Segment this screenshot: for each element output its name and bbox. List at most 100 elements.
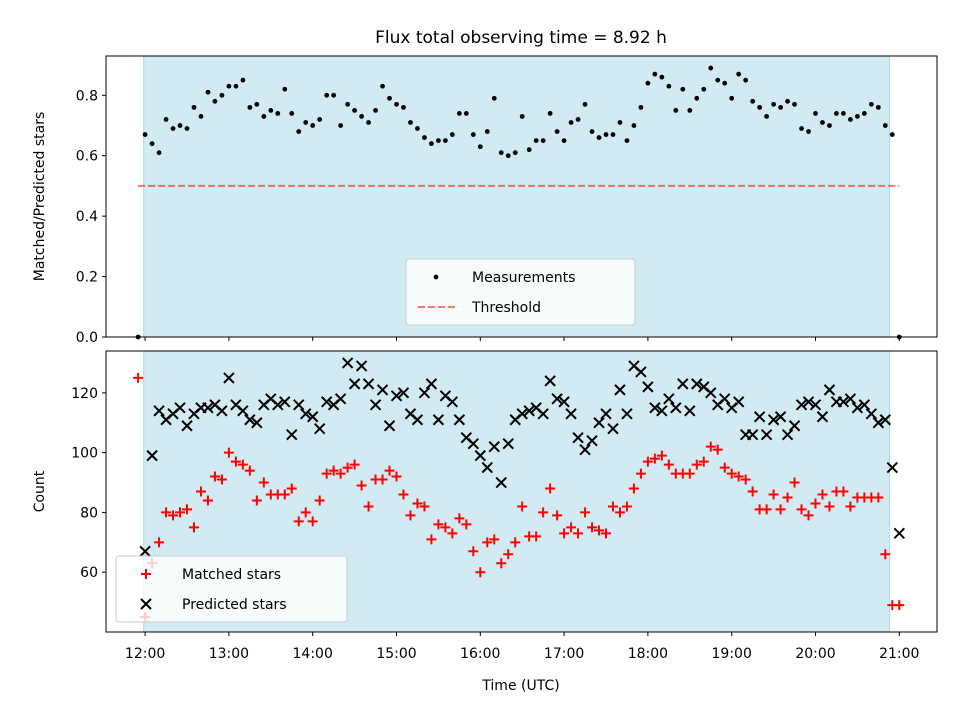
matched-star-point [517, 501, 528, 512]
predicted-star-point [795, 399, 808, 411]
measurement-point [422, 135, 427, 140]
matched-star-point [328, 465, 339, 476]
x-axis-label: Time (UTC) [481, 678, 559, 694]
measurement-point [401, 104, 406, 110]
predicted-star-point [760, 428, 773, 441]
matched-star-point [642, 456, 653, 467]
predicted-star-point [446, 396, 459, 408]
measurement-point [743, 77, 749, 83]
matched-star-point [384, 465, 395, 476]
measurement-point [212, 98, 218, 104]
predicted-star-point [802, 396, 815, 408]
predicted-star-point [879, 414, 892, 426]
measurement-point [841, 111, 846, 116]
predicted-star-point [600, 408, 612, 420]
predicted-star-point [579, 443, 591, 456]
predicted-star-point [341, 357, 354, 369]
measurement-point [848, 117, 853, 122]
measurement-point [561, 138, 567, 144]
plot-frame [105, 350, 938, 633]
measurement-point [820, 120, 825, 125]
matched-star-point [133, 372, 144, 383]
predicted-star-point [816, 411, 829, 423]
matched-star-point [782, 492, 793, 503]
predicted-star-point [397, 387, 410, 399]
series-measurements [135, 65, 902, 340]
measurement-point [233, 83, 239, 89]
predicted-star-point [425, 378, 438, 390]
predicted-star-point [369, 399, 382, 411]
matched-star-point [803, 510, 814, 521]
measurement-point [764, 114, 770, 119]
measurement-point [470, 132, 476, 137]
measurement-point [575, 117, 581, 122]
matched-star-point [202, 495, 213, 506]
matched-star-point [182, 504, 193, 515]
measurement-point [268, 107, 274, 113]
measurement-point [610, 132, 616, 137]
matched-star-point [279, 489, 290, 500]
matched-star-point [559, 528, 570, 539]
matched-star-point [321, 468, 332, 479]
matched-star-point [691, 459, 702, 470]
matched-star-point [545, 483, 556, 494]
measurement-point [512, 150, 518, 156]
measurement-point [701, 86, 707, 92]
predicted-star-point [781, 428, 794, 441]
y-tick-label: 0.4 [76, 209, 98, 225]
matched-star-point [726, 468, 737, 479]
measurement-point [813, 111, 818, 116]
matched-star-point [475, 567, 486, 578]
measurement-point [219, 92, 225, 98]
legend-marker-matched [141, 569, 151, 579]
measurement-point [533, 138, 539, 144]
measurement-point [254, 101, 260, 107]
matched-star-point [447, 528, 458, 539]
measurement-point [868, 101, 874, 107]
figure-title: Flux total observing time = 8.92 h [375, 28, 667, 48]
predicted-star-point [272, 399, 284, 411]
legend: Matched stars Predicted stars [115, 555, 348, 623]
predicted-star-point [279, 396, 291, 408]
measurement-point [380, 83, 385, 89]
predicted-star-point [893, 527, 905, 540]
y-tick-label: 60 [80, 565, 98, 581]
legend-label: Measurements [472, 270, 575, 286]
legend-box [115, 555, 348, 623]
y-tick-label: 80 [80, 505, 98, 521]
measurement-point [757, 104, 763, 110]
measurement-point [338, 123, 344, 128]
matched-star-point [168, 510, 179, 521]
measurement-point [785, 98, 790, 104]
measurement-point [408, 120, 413, 125]
measurement-point [477, 144, 483, 150]
predicted-star-point [516, 408, 528, 420]
matched-star-point [161, 507, 172, 518]
measurement-point [526, 147, 532, 153]
matched-star-point [307, 516, 318, 527]
matched-star-point [489, 534, 500, 545]
measurement-point [359, 114, 364, 119]
measurement-point [519, 114, 525, 119]
plot-frame [105, 55, 938, 338]
matched-star-point [663, 459, 674, 470]
measurement-point [875, 104, 881, 110]
measurement-point [387, 95, 392, 101]
predicted-star-point [753, 411, 766, 423]
measurement-point [889, 132, 895, 137]
predicted-star-point [411, 414, 424, 426]
measurement-point [861, 111, 867, 116]
predicted-star-point [237, 405, 249, 417]
predicted-star-point [362, 378, 375, 390]
measurement-point [282, 86, 288, 92]
measurement-point [673, 107, 679, 113]
x-tick-label: 20:00 [795, 646, 835, 662]
predicted-star-point [614, 384, 626, 396]
matched-star-point [587, 522, 598, 533]
x-tick-label: 19:00 [712, 646, 752, 662]
matched-star-point [649, 453, 660, 464]
measurement-point [429, 141, 434, 147]
predicted-star-point [418, 387, 431, 399]
predicted-star-point [586, 434, 598, 447]
